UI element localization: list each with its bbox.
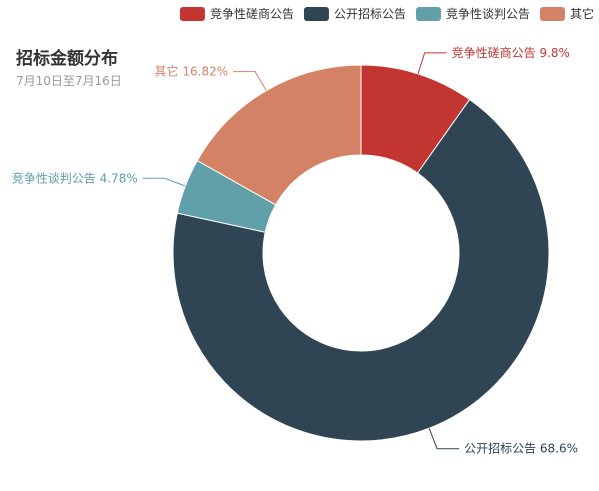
leader-line-4 (233, 71, 267, 91)
label-leader-lines (142, 52, 460, 450)
slice-label-3: 竞争性谈判公告 4.78% (12, 171, 138, 185)
slice-label-2: 公开招标公告 68.6% (464, 442, 578, 456)
donut-slice-4[interactable] (196, 64, 362, 206)
legend-item-2[interactable]: 公开招标公告 (303, 7, 406, 21)
chart-subtitle: 7月10日至7月16日 (16, 74, 122, 88)
legend-swatch (303, 7, 329, 21)
slice-labels: 竞争性磋商公告 9.8% 公开招标公告 68.6% 竞争性谈判公告 4.78% 其它 … (12, 45, 578, 456)
leader-line-3 (142, 177, 186, 187)
legend-item-4[interactable]: 其它 (539, 6, 594, 21)
slice-label-4: 其它 16.82% (155, 64, 229, 79)
donut-slice-2[interactable] (172, 98, 550, 442)
chart-legend: 竞争性磋商公告 公开招标公告 竞争性谈判公告 其它 (179, 6, 594, 21)
legend-label: 竞争性磋商公告 (210, 6, 294, 21)
slice-label-1: 竞争性磋商公告 9.8% (452, 45, 570, 60)
legend-item-1[interactable]: 竞争性磋商公告 (179, 6, 294, 21)
legend-label: 其它 (570, 6, 594, 21)
legend-label: 竞争性谈判公告 (446, 7, 530, 21)
leader-line-1 (417, 52, 447, 74)
legend-swatch (539, 7, 565, 21)
leader-line-2 (428, 428, 460, 450)
legend-item-3[interactable]: 竞争性谈判公告 (415, 7, 530, 21)
legend-swatch (415, 7, 441, 21)
chart-title: 招标金额分布 (16, 49, 118, 69)
legend-swatch (179, 7, 205, 21)
donut-slices (172, 64, 550, 442)
legend-label: 公开招标公告 (334, 7, 406, 21)
